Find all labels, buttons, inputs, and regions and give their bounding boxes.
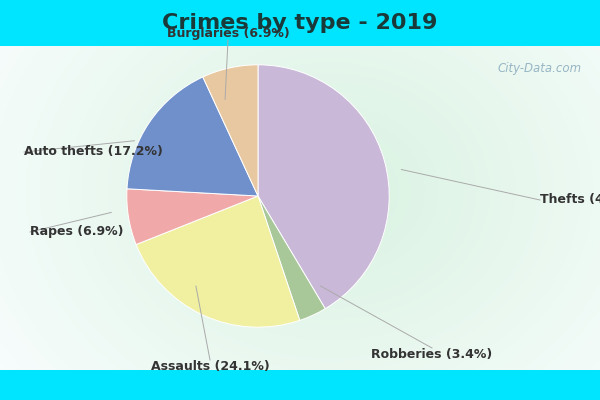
Wedge shape: [258, 196, 325, 320]
Text: Assaults (24.1%): Assaults (24.1%): [151, 360, 269, 373]
Wedge shape: [136, 196, 300, 327]
Text: Crimes by type - 2019: Crimes by type - 2019: [163, 13, 437, 33]
Wedge shape: [258, 65, 389, 309]
Text: Thefts (41.4%): Thefts (41.4%): [540, 194, 600, 206]
Text: Rapes (6.9%): Rapes (6.9%): [30, 226, 124, 238]
Text: Robberies (3.4%): Robberies (3.4%): [371, 348, 493, 361]
Text: Auto thefts (17.2%): Auto thefts (17.2%): [24, 146, 163, 158]
Text: Burglaries (6.9%): Burglaries (6.9%): [167, 27, 289, 40]
Wedge shape: [127, 189, 258, 244]
Wedge shape: [127, 77, 258, 196]
Wedge shape: [203, 65, 258, 196]
Text: City-Data.com: City-Data.com: [498, 62, 582, 75]
